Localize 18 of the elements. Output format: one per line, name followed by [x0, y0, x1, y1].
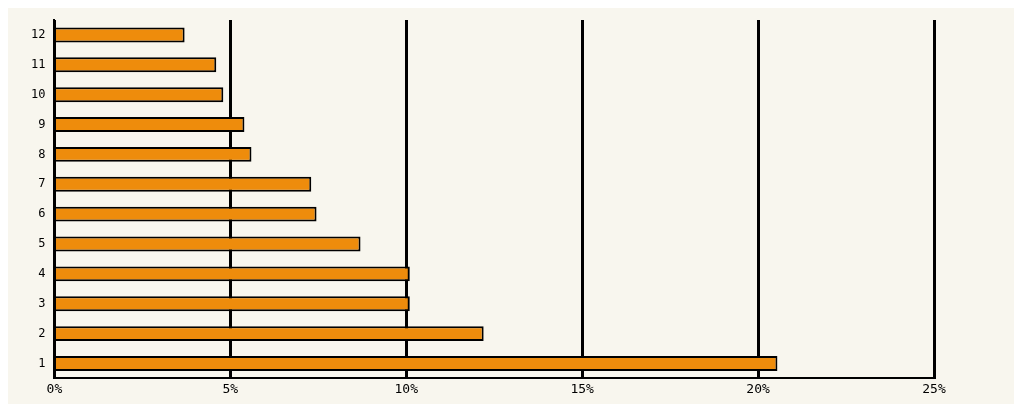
- y-tick-label: 8: [38, 146, 46, 161]
- x-tick-label: 0%: [46, 380, 63, 396]
- y-tick-label: 10: [31, 86, 46, 101]
- x-tick-label: 5%: [222, 380, 239, 396]
- x-tick-label: 15%: [570, 380, 595, 396]
- y-tick-label: 2: [38, 325, 46, 340]
- x-tick-label: 25%: [922, 380, 946, 396]
- y-tick-label: 12: [31, 27, 46, 42]
- y-tick-label: 6: [38, 206, 46, 221]
- y-tick-label: 11: [31, 56, 46, 71]
- y-tick-label: 9: [38, 116, 46, 131]
- x-tick-label: 20%: [746, 380, 770, 396]
- y-tick-label: 4: [38, 265, 46, 280]
- y-tick-label: 3: [38, 295, 46, 310]
- y-tick-label: 1: [38, 355, 46, 370]
- y-tick-label: 5: [38, 236, 46, 251]
- y-tick-label: 7: [38, 176, 46, 191]
- x-tick-label: 10%: [394, 380, 419, 396]
